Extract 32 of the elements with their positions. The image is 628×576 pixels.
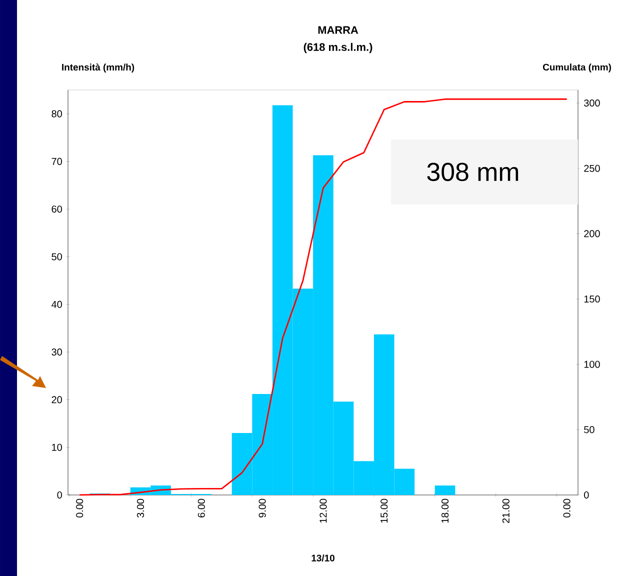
y2-tick-label: 100 — [584, 360, 600, 368]
y-tick-label: 0 — [57, 491, 62, 499]
x-axis-title: 13/10 — [312, 554, 334, 562]
y2-tick-label: 0 — [584, 491, 589, 499]
y-tick-label: 60 — [52, 206, 62, 213]
y-tick-label: 30 — [52, 348, 62, 356]
y2-tick-label: 300 — [584, 100, 600, 107]
x-tick-label: 0.00 — [76, 498, 84, 518]
y-axis-title: Intensità (mm/h) — [62, 64, 134, 72]
y-tick-label: 70 — [52, 158, 62, 165]
y-tick-label: 50 — [52, 253, 62, 260]
y2-tick-label: 200 — [584, 230, 600, 238]
x-tick-label: 12.00 — [320, 498, 327, 523]
x-tick-label: 9.00 — [258, 498, 266, 518]
annotation: 308 mm — [427, 162, 518, 182]
y-tick-label: 10 — [52, 444, 62, 451]
bar — [434, 485, 456, 495]
y-tick-label: 80 — [52, 110, 62, 118]
x-tick-label: 18.00 — [442, 498, 449, 523]
chart-title: MARRA — [318, 26, 358, 34]
y-tick-label: 20 — [52, 396, 62, 404]
y-tick-label: 40 — [52, 300, 62, 308]
x-tick-label: 3.00 — [136, 498, 144, 518]
y2-tick-label: 150 — [584, 295, 600, 303]
y2-axis-title: Cumulata (mm) — [542, 64, 612, 72]
x-tick-label: 21.00 — [502, 498, 510, 523]
x-tick-label: 15.00 — [380, 498, 388, 523]
y2-tick-label: 250 — [584, 164, 600, 172]
y2-tick-label: 50 — [584, 426, 594, 434]
x-tick-label: 0.00 — [563, 498, 570, 518]
x-tick-label: 6.00 — [198, 498, 205, 518]
chart-subtitle: (618 m.s.l.m.) — [304, 42, 372, 54]
